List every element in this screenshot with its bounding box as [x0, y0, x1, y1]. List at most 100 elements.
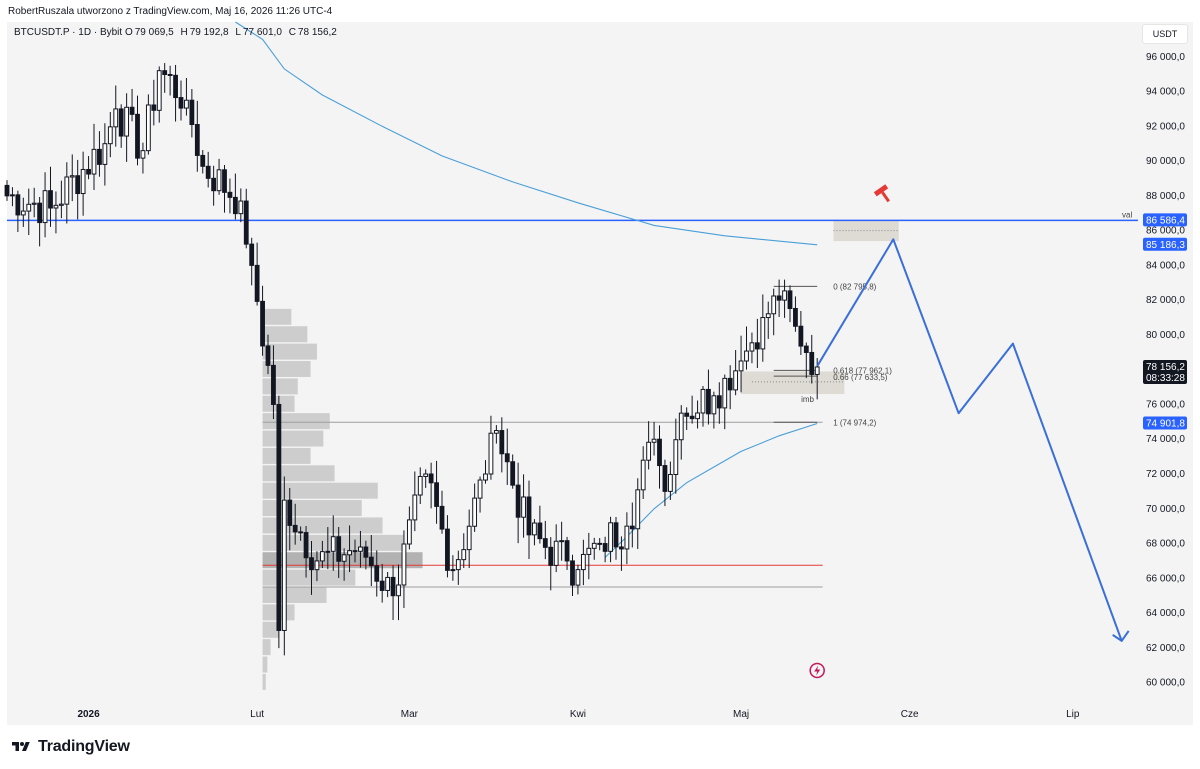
candle-bull [31, 202, 37, 205]
ohlc-values: O 79 069,5 H 79 192,8 L 77 601,0 C 78 156,2 [125, 27, 341, 38]
candle-bull [738, 360, 744, 372]
x-axis-month-label: Lut [250, 709, 264, 720]
price-badge-label: 86 586,4 [1146, 215, 1185, 226]
candle-bear [434, 482, 439, 507]
candle-bear [754, 342, 760, 350]
x-axis-month-label: Lip [1066, 709, 1080, 720]
candle-bull [646, 441, 652, 461]
candle-bull [461, 549, 467, 561]
lightning-bolt [814, 665, 821, 676]
y-axis-tick-label: 74 000,0 [1146, 434, 1185, 445]
candle-bull [673, 439, 679, 476]
candle-bull [107, 126, 113, 145]
candle-bear [439, 505, 445, 530]
y-axis-tick-label: 84 000,0 [1146, 260, 1185, 271]
candle-bear [260, 300, 265, 347]
volume-profile-bar [262, 343, 317, 360]
currency-button[interactable]: USDT [1142, 24, 1188, 44]
candle-bull [553, 540, 559, 566]
candle-bear [222, 169, 227, 193]
candle-bear [265, 345, 271, 366]
candle-bull [700, 388, 706, 414]
candle-bull [586, 547, 592, 555]
candle-bear [515, 484, 521, 518]
candle-bear [504, 453, 510, 463]
candle-bear [716, 395, 722, 409]
candle-bull [64, 176, 70, 205]
candle-bull [608, 522, 613, 552]
x-axis-month-label: Mar [401, 709, 419, 720]
candle-bull [80, 168, 86, 195]
candle-bull [521, 496, 526, 518]
candle-bull [733, 370, 739, 391]
price-badge-label: 74 901,8 [1146, 419, 1185, 430]
candle-bull [113, 108, 119, 128]
candle-bull [314, 560, 320, 571]
candle-bear [526, 496, 532, 536]
candle-bear [706, 388, 711, 415]
candle-bull [765, 313, 771, 319]
candle-bull [347, 550, 352, 556]
candle-bull [42, 190, 48, 224]
candle-bear [178, 97, 184, 109]
imbalance-label: imb [801, 395, 814, 404]
volume-profile-bar [262, 482, 378, 499]
candle-bull [760, 317, 766, 350]
fib-label: 0 (82 795,8) [833, 282, 876, 291]
candle-bull [396, 584, 401, 597]
candle-bull [319, 551, 325, 562]
candle-bull [477, 479, 483, 499]
candle-bull [358, 546, 363, 552]
candle-bear [15, 194, 21, 216]
candle-bear [162, 70, 168, 75]
volume-profile-bar [262, 621, 279, 638]
candle-bear [298, 531, 304, 534]
candle-bear [793, 307, 798, 327]
candle-bull [216, 169, 222, 192]
tradingview-logo[interactable]: TradingView [8, 738, 130, 756]
candle-bear [597, 542, 603, 545]
candle-bull [722, 377, 728, 409]
candle-bull [591, 542, 597, 549]
x-axis-month-label: Kwi [570, 709, 586, 720]
y-axis-tick-label: 86 000,0 [1146, 226, 1185, 237]
tradingview-logo-text: TradingView [38, 738, 130, 755]
candle-bear [803, 345, 809, 353]
top-bar: RobertRuszala utworzono z TradingView.co… [0, 0, 1200, 22]
price-badge [1143, 213, 1187, 227]
attribution-text: RobertRuszala utworzono z TradingView.co… [8, 6, 333, 17]
candle-bear [249, 243, 255, 266]
volume-profile-bar [262, 308, 292, 325]
candle-bull [385, 576, 391, 591]
chart-area[interactable] [7, 22, 1193, 725]
volume-profile-bar [262, 326, 308, 343]
y-axis-tick-label: 60 000,0 [1146, 678, 1185, 689]
lightning-icon [809, 662, 825, 679]
projection-arrow-head [1112, 630, 1130, 643]
price-badge-countdown: 08:33:28 [1146, 373, 1185, 384]
candle-bear [37, 202, 43, 224]
candle-bear [303, 532, 309, 559]
x-axis-month-label: Maj [733, 709, 749, 720]
candle-bear [684, 412, 690, 417]
candle-bull [450, 569, 456, 572]
ohlc-high: H 79 192,8 [180, 27, 229, 38]
ohlc-open: O 79 069,5 [124, 27, 174, 38]
symbol-legend[interactable]: BTCUSDT.P · 1D · Bybit O 79 069,5 H 79 192… [14, 27, 341, 38]
candle-bull [58, 203, 64, 206]
candle-bear [809, 351, 815, 375]
candle-bull [156, 70, 162, 111]
y-axis-tick-label: 94 000,0 [1146, 87, 1185, 98]
candle-bear [428, 473, 434, 484]
candle-bear [629, 525, 635, 530]
volume-profile-bar [262, 673, 266, 690]
candle-bear [4, 184, 10, 197]
fib-label: 0.618 (77 962,1) [833, 366, 892, 375]
y-axis-tick-label: 88 000,0 [1146, 191, 1185, 202]
candle-bull [401, 543, 407, 586]
candle-bear [292, 524, 298, 533]
candle-bull [472, 497, 478, 527]
projection-path [816, 238, 1123, 642]
candle-bull [483, 473, 488, 481]
